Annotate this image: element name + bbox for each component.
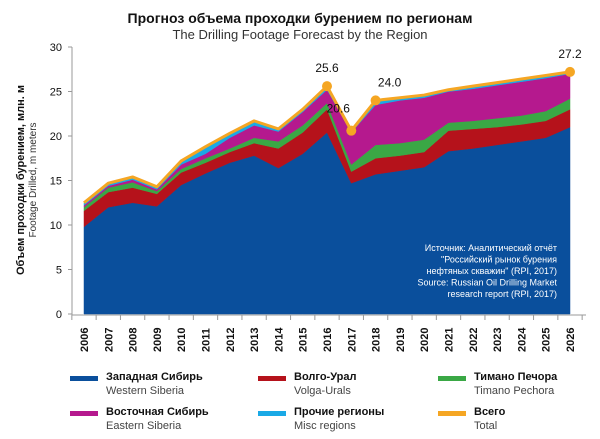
source-note-line: "Российский рынок бурения	[441, 255, 557, 265]
y-tick-label: 10	[50, 220, 62, 232]
y-tick-label: 0	[56, 309, 62, 321]
legend-swatch	[258, 411, 286, 416]
x-tick-label: 2015	[298, 328, 310, 352]
x-tick-label: 2011	[201, 328, 213, 352]
data-label-2026: 27.2	[558, 47, 582, 61]
legend-label-en: Eastern Siberia	[106, 420, 182, 432]
y-axis-label-en: Footage Drilled, m meters	[28, 122, 39, 237]
y-tick-label: 30	[50, 42, 62, 54]
legend-label: Прочие регионы	[294, 406, 385, 418]
y-tick-label: 20	[50, 131, 62, 143]
y-tick-label: 25	[50, 87, 62, 99]
total-marker-2018	[370, 95, 381, 106]
legend-label-en: Timano Pechora	[474, 385, 555, 397]
x-tick-label: 2022	[468, 328, 480, 352]
x-tick-label: 2010	[176, 328, 188, 352]
legend-swatch	[70, 376, 98, 381]
y-axis-label: Объем проходки бурением, млн. м	[15, 85, 27, 275]
x-tick-label: 2018	[371, 328, 383, 352]
source-note-line: Источник: Аналитический отчёт	[425, 243, 557, 253]
legend-label: Восточная Сибирь	[106, 406, 209, 418]
legend-label: Всего	[474, 406, 506, 418]
source-note-line: нефтяных скважин" (RPI, 2017)	[427, 266, 557, 276]
x-tick-label: 2025	[541, 328, 553, 352]
y-tick-label: 5	[56, 265, 62, 277]
chart-subtitle: The Drilling Footage Forecast by the Reg…	[172, 27, 427, 42]
y-tick-label: 15	[50, 176, 62, 188]
x-tick-label: 2007	[103, 328, 115, 352]
total-marker-2026	[565, 66, 575, 77]
data-label-2017: 20.6	[327, 102, 351, 116]
legend-label-en: Misc regions	[294, 420, 356, 432]
x-tick-label: 2020	[419, 328, 431, 352]
legend-swatch	[438, 411, 466, 416]
data-label-2016: 25.6	[315, 61, 339, 75]
x-tick-label: 2024	[516, 327, 528, 352]
x-tick-label: 2023	[492, 328, 504, 352]
x-tick-label: 2017	[346, 328, 358, 352]
chart-title: Прогноз объема проходки бурением по реги…	[128, 10, 473, 26]
x-tick-label: 2016	[322, 328, 334, 352]
data-label-2018: 24.0	[378, 75, 402, 89]
x-tick-label: 2014	[273, 327, 285, 352]
x-tick-label: 2009	[152, 328, 164, 352]
x-tick-label: 2006	[79, 328, 91, 352]
source-note-line: research report (RPI, 2017)	[447, 289, 557, 299]
x-tick-label: 2019	[395, 328, 407, 352]
legend-swatch	[438, 376, 466, 381]
x-tick-label: 2026	[565, 328, 577, 352]
legend-label: Тимано Печора	[474, 371, 558, 383]
x-tick-label: 2008	[128, 328, 140, 352]
legend-label-en: Western Siberia	[106, 385, 185, 397]
x-tick-label: 2021	[444, 328, 456, 352]
total-marker-2016	[322, 81, 332, 92]
legend-label: Волго-Урал	[294, 371, 357, 383]
x-tick-label: 2013	[249, 328, 261, 352]
x-tick-label: 2012	[225, 328, 237, 352]
source-note-line: Source: Russian Oil Drilling Market	[417, 278, 557, 288]
legend-swatch	[70, 411, 98, 416]
legend-label: Западная Сибирь	[106, 371, 203, 383]
total-marker-2017	[346, 125, 357, 136]
legend-label-en: Volga-Urals	[294, 385, 351, 397]
legend-swatch	[258, 376, 286, 381]
legend-label-en: Total	[474, 420, 498, 432]
